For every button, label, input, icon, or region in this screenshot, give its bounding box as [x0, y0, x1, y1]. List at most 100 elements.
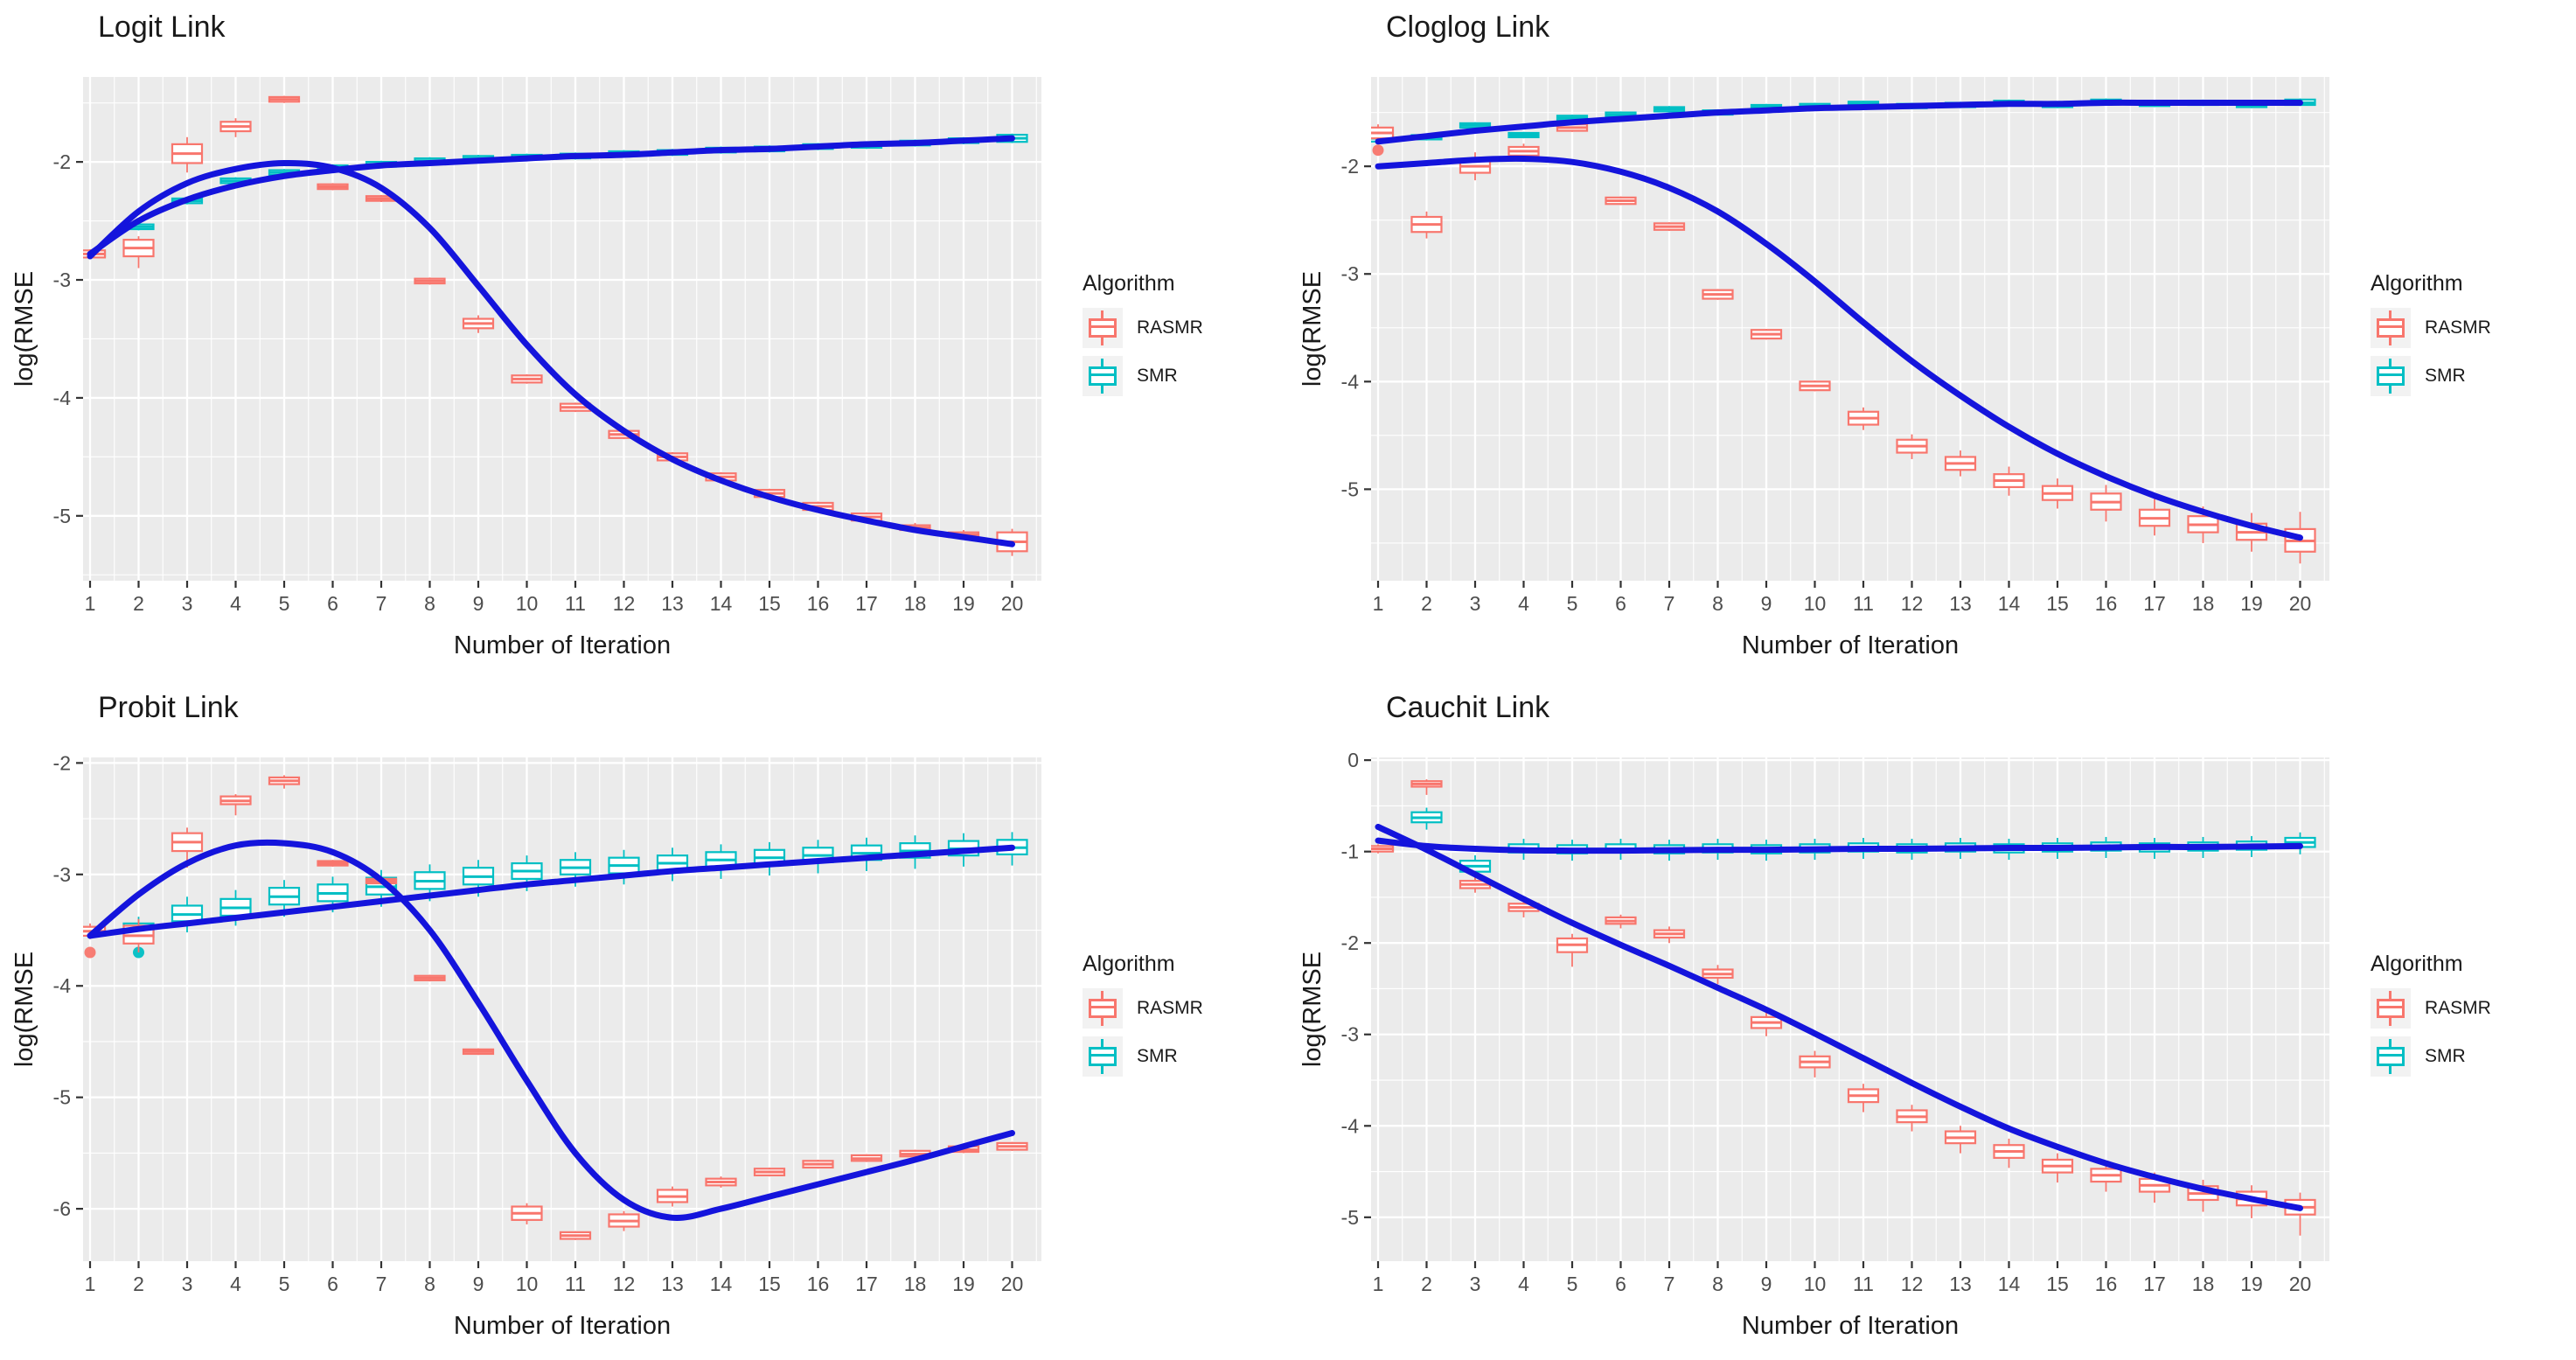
legend-label: SMR [1137, 1046, 1178, 1066]
smr-boxplot-icon [1083, 356, 1123, 396]
panel-title: Probit Link [98, 691, 239, 724]
svg-text:-3: -3 [53, 269, 71, 291]
svg-text:2: 2 [133, 592, 144, 615]
svg-text:7: 7 [1664, 1273, 1675, 1295]
legend-label: RASMR [2425, 998, 2491, 1018]
x-axis-label: Number of Iteration [453, 631, 672, 659]
svg-text:15: 15 [758, 592, 781, 615]
svg-text:19: 19 [952, 592, 975, 615]
svg-text:4: 4 [230, 592, 241, 615]
svg-text:-5: -5 [53, 505, 71, 527]
svg-text:-4: -4 [53, 387, 72, 409]
svg-text:13: 13 [1949, 592, 1972, 615]
svg-text:5: 5 [279, 592, 290, 615]
logit-chart: 1 2 3 4 5 6 7 8 9 10 11 12 13 14 15 16 17 18 19 20-2-3-4-5 [53, 77, 1041, 615]
svg-text:-4: -4 [1341, 370, 1360, 393]
svg-text:14: 14 [1998, 1273, 2021, 1295]
probit-chart: 1 2 3 4 5 6 7 8 9 10 11 12 13 14 15 16 17 18 19 20-2-3-4-5-… [53, 751, 1041, 1295]
svg-text:-5: -5 [1341, 1206, 1359, 1229]
svg-text:-3: -3 [1341, 1023, 1359, 1046]
svg-text:6: 6 [1615, 1273, 1626, 1295]
cloglog-chart: 1 2 3 4 5 6 7 8 9 10 11 12 13 14 15 16 17 18 19 20-2-3-4-5 [1341, 77, 2329, 615]
smr-boxplot-icon [2371, 1036, 2411, 1077]
svg-text:-5: -5 [53, 1086, 71, 1109]
svg-text:18: 18 [904, 592, 927, 615]
svg-text:12: 12 [613, 592, 636, 615]
cauchit-chart: 1 2 3 4 5 6 7 8 9 10 11 12 13 14 15 16 17 18 19 200-1-2-3-4… [1341, 749, 2329, 1295]
legend-label: SMR [2425, 366, 2466, 386]
svg-text:2: 2 [1421, 592, 1432, 615]
svg-text:4: 4 [1518, 592, 1529, 615]
svg-text:-4: -4 [1341, 1114, 1360, 1137]
legend-item-smr: SMR [1083, 356, 1203, 396]
svg-text:10: 10 [516, 592, 539, 615]
svg-text:16: 16 [807, 592, 830, 615]
rasmr-boxplot-icon [1083, 988, 1123, 1029]
svg-text:14: 14 [1998, 592, 2021, 615]
smr-boxplot-icon [2371, 356, 2411, 396]
svg-text:1: 1 [1373, 592, 1384, 615]
y-axis-label: log(RMSE [1298, 270, 1326, 387]
svg-text:-5: -5 [1341, 478, 1359, 500]
svg-text:-3: -3 [53, 863, 71, 886]
svg-text:9: 9 [473, 592, 484, 615]
panel-title: Logit Link [98, 10, 226, 44]
svg-text:1: 1 [85, 592, 96, 615]
svg-text:8: 8 [424, 1273, 435, 1295]
svg-text:-1: -1 [1341, 840, 1359, 863]
svg-text:17: 17 [855, 1273, 878, 1295]
panel-logit-link: 1 2 3 4 5 6 7 8 9 10 11 12 13 14 15 16 17 18 19 20 -2 -3 -4 -5 … [0, 0, 1288, 680]
svg-text:9: 9 [1761, 592, 1772, 615]
legend: Algorithm RASMR SMR [1083, 952, 1203, 1077]
svg-text:1: 1 [85, 1273, 96, 1295]
svg-text:7: 7 [376, 592, 387, 615]
svg-text:20: 20 [2289, 592, 2312, 615]
panel-probit-link: 1 2 3 4 5 6 7 8 9 10 11 12 13 14 15 16 17 18 19 20 -2 -3 -4 -5-… [0, 680, 1288, 1360]
svg-text:-3: -3 [1341, 262, 1359, 285]
svg-text:10: 10 [516, 1273, 539, 1295]
svg-text:19: 19 [2240, 592, 2263, 615]
svg-text:15: 15 [2046, 1273, 2069, 1295]
svg-text:14: 14 [710, 592, 733, 615]
legend: Algorithm RASMR SMR [1083, 271, 1203, 396]
svg-text:8: 8 [1712, 592, 1723, 615]
svg-text:18: 18 [2192, 1273, 2215, 1295]
svg-text:3: 3 [182, 592, 193, 615]
svg-text:12: 12 [1901, 592, 1924, 615]
legend-item-rasmr: RASMR [2371, 308, 2491, 348]
svg-text:8: 8 [424, 592, 435, 615]
x-axis-label: Number of Iteration [1741, 631, 1960, 659]
svg-text:20: 20 [1001, 592, 1024, 615]
svg-text:15: 15 [2046, 592, 2069, 615]
svg-text:7: 7 [376, 1273, 387, 1295]
rasmr-boxplot-icon [2371, 988, 2411, 1029]
svg-text:13: 13 [661, 1273, 684, 1295]
y-axis-label: log(RMSE [10, 270, 38, 387]
svg-text:17: 17 [2143, 592, 2166, 615]
svg-text:18: 18 [904, 1273, 927, 1295]
svg-text:6: 6 [1615, 592, 1626, 615]
svg-text:13: 13 [661, 592, 684, 615]
legend-label: RASMR [2425, 317, 2491, 338]
svg-text:5: 5 [279, 1273, 290, 1295]
panel-title: Cloglog Link [1386, 10, 1550, 44]
svg-text:16: 16 [807, 1273, 830, 1295]
svg-text:6: 6 [327, 1273, 338, 1295]
svg-text:16: 16 [2095, 592, 2118, 615]
x-axis-label: Number of Iteration [1741, 1312, 1960, 1340]
svg-text:1: 1 [1373, 1273, 1384, 1295]
svg-text:4: 4 [230, 1273, 241, 1295]
legend-title: Algorithm [2371, 952, 2463, 976]
legend-item-smr: SMR [2371, 356, 2491, 396]
svg-text:17: 17 [855, 592, 878, 615]
legend-label: SMR [1137, 366, 1178, 386]
legend-label: RASMR [1137, 998, 1203, 1018]
svg-text:0: 0 [1347, 749, 1359, 771]
svg-text:19: 19 [952, 1273, 975, 1295]
panel-cauchit-link: 1 2 3 4 5 6 7 8 9 10 11 12 13 14 15 16 17 18 19 20 0 -1 -2 -3 -4… [1288, 680, 2576, 1360]
legend: Algorithm RASMR SMR [2371, 271, 2491, 396]
svg-text:3: 3 [1470, 592, 1481, 615]
svg-text:18: 18 [2192, 592, 2215, 615]
legend-label: SMR [2425, 1046, 2466, 1066]
